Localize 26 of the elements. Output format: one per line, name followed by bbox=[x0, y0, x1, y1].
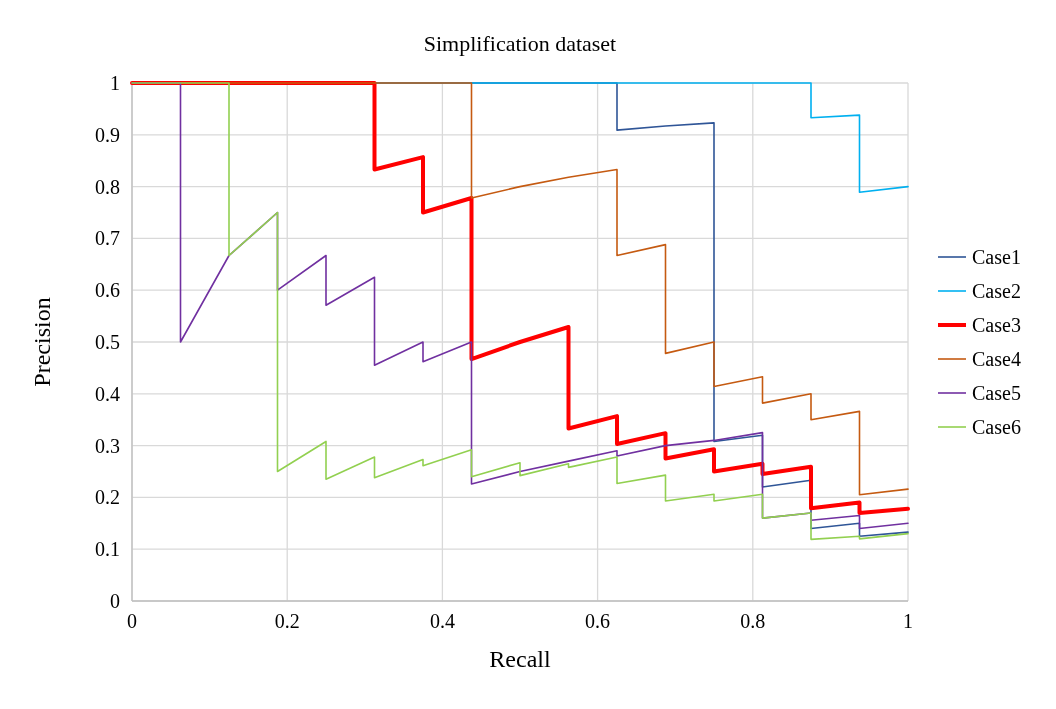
x-tick-label: 0 bbox=[127, 610, 137, 632]
y-tick-label: 0.4 bbox=[95, 382, 120, 405]
x-axis-title: Recall bbox=[489, 646, 551, 672]
legend-label: Case4 bbox=[972, 348, 1021, 370]
x-tick-label: 1 bbox=[903, 610, 913, 632]
legend-label: Case3 bbox=[972, 314, 1021, 336]
legend-label: Case6 bbox=[972, 416, 1021, 438]
y-tick-label: 0.7 bbox=[95, 227, 120, 250]
y-axis-title: Precision bbox=[29, 297, 55, 387]
legend-label: Case5 bbox=[972, 382, 1021, 404]
x-tick-label: 0.6 bbox=[585, 610, 611, 632]
chart-title: Simplification dataset bbox=[423, 31, 617, 56]
legend-label: Case1 bbox=[972, 246, 1021, 268]
y-tick-label: 0.9 bbox=[95, 123, 120, 146]
x-tick-label: 0.2 bbox=[274, 610, 300, 632]
y-tick-label: 0.6 bbox=[95, 279, 120, 302]
y-tick-label: 1 bbox=[110, 72, 120, 94]
y-tick-label: 0.8 bbox=[95, 175, 120, 198]
y-tick-label: 0 bbox=[110, 590, 120, 612]
x-tick-label: 0.4 bbox=[429, 610, 455, 632]
y-tick-label: 0.5 bbox=[95, 331, 120, 353]
y-tick-label: 0.1 bbox=[95, 538, 120, 561]
x-tick-label: 0.8 bbox=[740, 610, 766, 632]
y-tick-label: 0.3 bbox=[95, 434, 120, 457]
legend-label: Case2 bbox=[972, 280, 1021, 302]
y-tick-label: 0.2 bbox=[95, 486, 120, 509]
